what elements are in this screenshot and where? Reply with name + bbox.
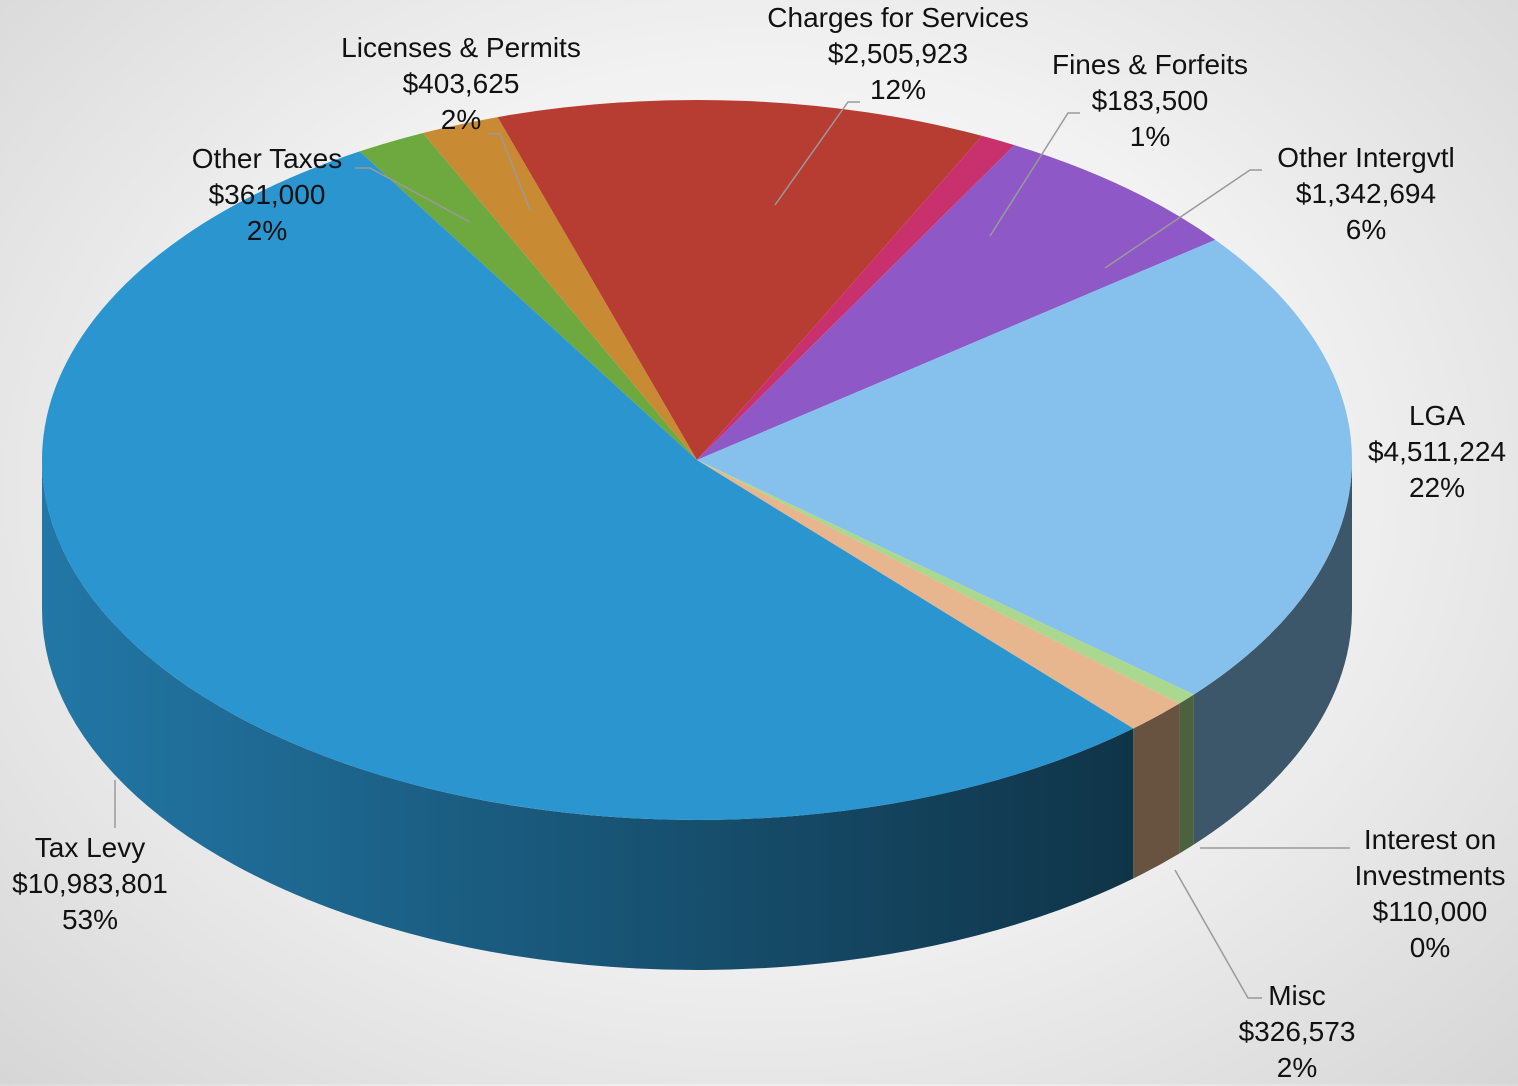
value-label: $1,342,694 <box>1295 178 1437 209</box>
percent-label: 6% <box>1345 214 1387 245</box>
slice-side <box>1193 460 1352 845</box>
data-label: Misc $326,573 2% <box>1239 978 1356 1086</box>
value-label: $403,625 <box>402 68 520 99</box>
slice <box>697 460 1180 729</box>
slice <box>697 460 1194 704</box>
data-label: Fines & Forfeits $183,500 1% <box>1052 47 1248 155</box>
data-label: Interest on Investments $110,000 0% <box>1340 822 1518 966</box>
percent-label: 2% <box>246 215 288 246</box>
value-label: $326,573 <box>1238 1016 1356 1047</box>
slice-side <box>42 460 1134 970</box>
leader-line <box>1174 869 1262 999</box>
percent-label: 2% <box>440 104 482 135</box>
slice <box>697 135 1015 460</box>
slice <box>697 239 1352 695</box>
data-label: LGA $4,511,224 22% <box>1368 398 1506 506</box>
data-label: Other Taxes $361,000 2% <box>192 141 342 249</box>
data-label: Licenses & Permits $403,625 2% <box>341 30 581 138</box>
category-label: Fines & Forfeits <box>1051 49 1249 80</box>
category-label: LGA <box>1408 400 1466 431</box>
slice <box>42 151 1134 820</box>
percent-label: 2% <box>1276 1052 1318 1083</box>
leader-line <box>355 167 471 223</box>
category-label: Interest on Investments <box>1354 824 1506 891</box>
value-label: $4,511,224 <box>1367 436 1507 467</box>
slice-side <box>1179 694 1194 854</box>
data-label: Charges for Services $2,505,923 12% <box>767 0 1028 108</box>
percent-label: 1% <box>1129 121 1171 152</box>
value-label: $361,000 <box>208 179 326 210</box>
data-label: Tax Levy $10,983,801 53% <box>12 830 168 938</box>
percent-label: 53% <box>61 904 119 935</box>
data-label: Other Intergvtl $1,342,694 6% <box>1277 140 1454 248</box>
value-label: $183,500 <box>1091 85 1209 116</box>
slice <box>497 99 983 460</box>
category-label: Licenses & Permits <box>341 32 581 63</box>
percent-label: 0% <box>1409 932 1451 963</box>
percent-label: 22% <box>1408 472 1466 503</box>
value-label: $2,505,923 <box>827 38 969 69</box>
slice-side <box>1133 703 1180 879</box>
leader-line <box>989 112 1080 237</box>
leader-line <box>774 101 860 206</box>
leader-line <box>488 133 531 211</box>
category-label: Other Taxes <box>191 143 343 174</box>
category-label: Other Intergvtl <box>1277 142 1455 173</box>
slice <box>359 133 697 460</box>
value-label: $10,983,801 <box>12 868 168 899</box>
category-label: Misc <box>1268 980 1326 1011</box>
percent-label: 12% <box>869 74 927 105</box>
value-label: $110,000 <box>1372 896 1488 927</box>
slice <box>697 145 1216 460</box>
category-label: Charges for Services <box>767 2 1029 33</box>
category-label: Tax Levy <box>34 832 146 863</box>
leader-line <box>1104 169 1262 269</box>
slice <box>422 117 697 460</box>
